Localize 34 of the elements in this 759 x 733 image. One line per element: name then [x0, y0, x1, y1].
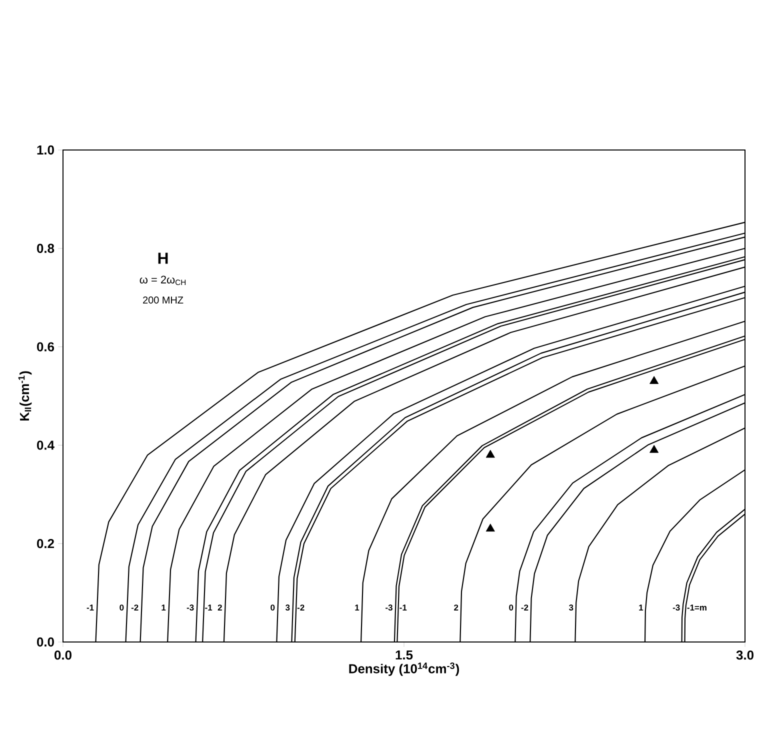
series-label: -1: [400, 604, 407, 610]
y-tick-label: 0.0: [37, 637, 54, 647]
series-label: 0: [509, 604, 514, 611]
series-label: 0: [270, 604, 275, 611]
annotation: H: [158, 252, 168, 264]
series-label: 2: [218, 604, 222, 611]
y-tick-label: 0.4: [37, 440, 54, 450]
x-tick-label: 3.0: [736, 650, 754, 660]
series-label: 1: [639, 604, 644, 610]
series-label: 0: [120, 604, 124, 611]
series-label: 3: [568, 604, 574, 611]
y-axis-title: K$_{II}$(cm$^{-1}$): [18, 371, 32, 421]
series-label: -1: [205, 604, 212, 610]
series-label: -3: [186, 604, 194, 611]
series-label: 3: [285, 604, 290, 611]
y-tick-label: 0.6: [37, 342, 54, 352]
series-label: -1: [86, 604, 94, 610]
series-label: 1: [162, 604, 166, 610]
series-label: -1=m: [687, 604, 706, 610]
y-tick-label: 0.8: [37, 244, 54, 253]
series-label: 2: [454, 604, 458, 611]
x-axis-title: Density (10$^{14}$cm$^{-3}$): [349, 662, 459, 676]
series-label: -2: [297, 604, 304, 611]
series-label: 1: [355, 604, 360, 610]
series-label: -3: [672, 604, 680, 611]
annotation: 200 MHZ: [143, 296, 184, 304]
series-label: -2: [521, 604, 528, 611]
series-label: -2: [131, 604, 138, 611]
y-tick-label: 0.2: [37, 539, 54, 548]
y-tick-label: 1.0: [37, 145, 54, 155]
x-tick-label: 0.0: [54, 650, 72, 660]
annotation: ω = 2ω$_{CH}$: [140, 276, 186, 286]
series-label: -3: [386, 604, 392, 611]
x-tick-label: 1.5: [396, 650, 413, 660]
